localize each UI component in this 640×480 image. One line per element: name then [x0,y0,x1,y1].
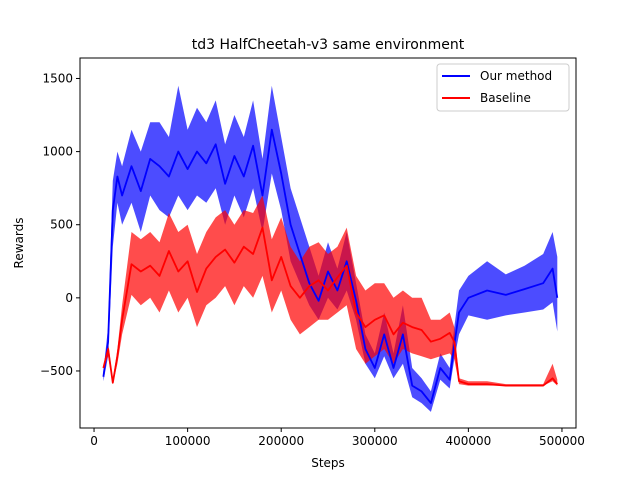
x-tick-label: 0 [90,434,98,448]
y-tick-label: 1000 [42,145,73,159]
legend-label-1: Our method [480,69,552,83]
legend: Our method Baseline [436,63,570,112]
legend-label-2: Baseline [480,91,531,105]
line-series-2 [102,226,558,387]
y-tick-label: 500 [50,218,73,232]
x-tick-label: 400000 [445,434,491,448]
chart-title: td3 HalfCheetah-v3 same environment [192,37,465,53]
x-axis-ticks: 0 100000 200000 300000 400000 500000 [90,428,585,448]
band-series-2 [103,195,558,386]
band-series-1 [103,85,558,412]
x-tick-label: 100000 [165,434,211,448]
y-tick-label: −500 [40,364,73,378]
series-lines [102,128,559,405]
x-tick-label: 500000 [539,434,585,448]
y-tick-label: 1500 [42,71,73,85]
x-tick-label: 300000 [352,434,398,448]
confidence-bands [103,85,558,412]
y-tick-label: 0 [65,291,73,305]
plot-area-frame [79,57,577,429]
y-axis-ticks: −500 0 500 1000 1500 [40,71,80,378]
x-tick-label: 200000 [258,434,304,448]
y-axis-label: Rewards [12,218,26,269]
x-axis-label: Steps [311,456,345,470]
